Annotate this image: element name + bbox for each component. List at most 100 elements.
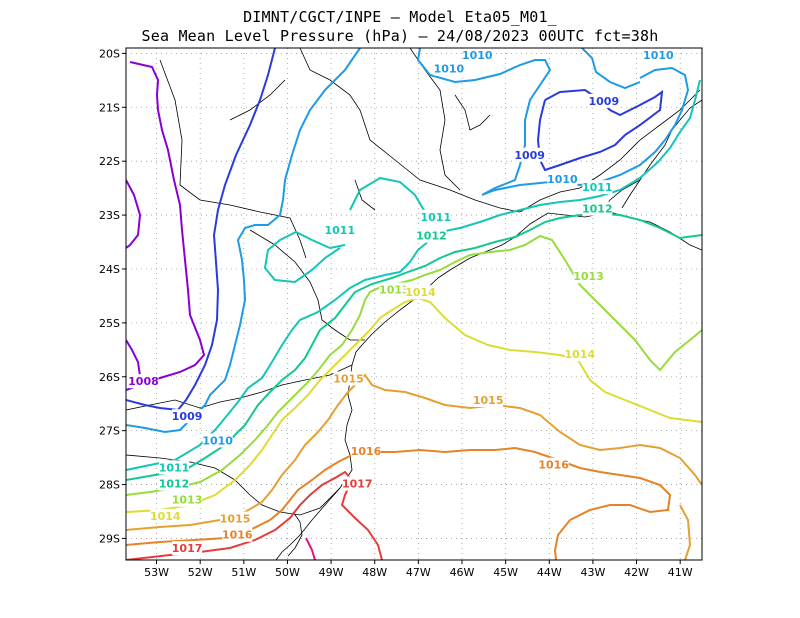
- river: [354, 179, 376, 211]
- chart-title: DIMNT/CGCT/INPE – Model Eta05_M01_: [243, 8, 557, 26]
- lon-tick-label: 41W: [668, 566, 693, 579]
- isobar-label-bg: [172, 541, 203, 556]
- isobar-label: 1011: [582, 181, 613, 194]
- coastline-and-borders: [126, 48, 702, 560]
- lon-tick-label: 53W: [144, 566, 169, 579]
- lat-tick-label: 28S: [99, 479, 120, 492]
- chart-subtitle: Sea Mean Level Pressure (hPa) – 24/08/20…: [141, 27, 659, 45]
- lon-tick-label: 46W: [450, 566, 475, 579]
- isobar-label-bg: [643, 48, 674, 63]
- isobar-label: 1016: [538, 459, 569, 472]
- axis-ticks: 20S 21S 22S 23S 24S 25S 26S 27S 28S 29S 53W 52W 51W 5…: [99, 47, 693, 579]
- lat-tick-label: 26S: [99, 371, 120, 384]
- isobar-label: 1013: [379, 284, 410, 297]
- isobar-label: 1012: [416, 230, 447, 243]
- isobar-label-bg: [564, 347, 595, 362]
- isobar-label-bg: [150, 508, 181, 523]
- isobar-label: 1012: [159, 478, 190, 491]
- isobar-1011-inner: [263, 230, 346, 284]
- isobar-label: 1016: [222, 529, 253, 542]
- isobar-label: 1012: [582, 203, 613, 216]
- state-border: [159, 59, 307, 259]
- lagoon: [287, 511, 303, 557]
- isobar-label-bg: [159, 476, 189, 491]
- isobar-label: 1017: [342, 478, 373, 491]
- isobar-label-bg: [582, 201, 613, 216]
- isobar-label-bg: [342, 476, 373, 491]
- river: [454, 94, 491, 131]
- river: [229, 79, 286, 121]
- lon-tick-label: 47W: [406, 566, 431, 579]
- isobar-label-bg: [473, 393, 504, 408]
- isobar-label: 1011: [325, 224, 356, 237]
- isobar-label: 1009: [514, 149, 545, 162]
- isobar-label: 1009: [589, 95, 620, 108]
- isobar-1018: [305, 537, 316, 560]
- lon-tick-label: 52W: [188, 566, 213, 579]
- lon-tick-label: 48W: [362, 566, 387, 579]
- lon-tick-label: 51W: [231, 566, 256, 579]
- lat-tick-label: 25S: [99, 317, 120, 330]
- lat-tick-label: 27S: [99, 425, 120, 438]
- isobar-label: 1010: [202, 434, 233, 447]
- isobar-label: 1013: [172, 494, 203, 507]
- isobar-1010-ne: [416, 48, 690, 196]
- lon-tick-label: 43W: [580, 566, 605, 579]
- lon-tick-label: 45W: [493, 566, 518, 579]
- isobar-label-bg: [462, 48, 493, 63]
- lat-tick-label: 29S: [99, 532, 120, 545]
- lon-tick-label: 44W: [537, 566, 562, 579]
- isobar-label-bg: [222, 527, 253, 542]
- isobar-label: 1011: [159, 461, 190, 474]
- isobar-label-bg: [159, 460, 189, 475]
- isobar-label: 1008: [128, 375, 159, 388]
- lat-tick-label: 20S: [99, 47, 120, 60]
- isobar-label: 1010: [434, 63, 465, 76]
- isobar-1016: [126, 446, 672, 560]
- isobar-label-bg: [582, 180, 613, 195]
- lon-tick-label: 49W: [319, 566, 344, 579]
- isobar-1017: [126, 470, 383, 560]
- isobar-label-bg: [172, 492, 203, 507]
- lon-tick-label: 42W: [624, 566, 649, 579]
- isobar-label-bg: [333, 371, 364, 386]
- isobar-label: 1015: [333, 372, 364, 385]
- state-border: [299, 48, 521, 213]
- isobar-label: 1017: [172, 542, 203, 555]
- isobar-label: 1010: [547, 173, 578, 186]
- isobar-label: 1010: [643, 49, 674, 62]
- isobar-label-bg: [588, 93, 619, 108]
- isobar-label-bg: [172, 409, 203, 424]
- state-border: [249, 229, 365, 341]
- isobar-label-bg: [405, 285, 436, 300]
- isobar-label-bg: [202, 433, 233, 448]
- isobar-label-bg: [420, 209, 451, 224]
- state-border: [519, 89, 701, 213]
- coastline-north: [621, 99, 702, 209]
- isobar-label-bg: [547, 172, 578, 187]
- isobar-label-bg: [433, 61, 464, 76]
- graticule: [126, 48, 702, 560]
- isobar-label: 1011: [421, 211, 452, 224]
- isobar-label-bg: [514, 147, 545, 162]
- isobar-1011: [126, 79, 701, 471]
- lat-tick-label: 24S: [99, 263, 120, 276]
- isobar-label-bg: [220, 511, 251, 526]
- isobars: [126, 48, 702, 560]
- isobar-1008: [126, 61, 206, 391]
- isobar-1015-se: [679, 504, 692, 560]
- isobar-label-bg: [351, 444, 381, 459]
- isobar-1010-east: [581, 48, 641, 90]
- isobar-1008-sw: [126, 339, 141, 377]
- isobar-1008-west: [126, 179, 142, 249]
- isobar-label: 1010: [462, 49, 493, 62]
- isobar-label: 1014: [150, 510, 181, 523]
- isobar-label: 1016: [351, 445, 382, 458]
- isobar-label-bg: [128, 374, 159, 389]
- isobar-label-bg: [416, 228, 447, 243]
- isobar-label-bg: [324, 223, 355, 238]
- isobar-label: 1013: [573, 270, 604, 283]
- isobar-label: 1014: [565, 348, 596, 361]
- isobar-1014: [126, 296, 702, 513]
